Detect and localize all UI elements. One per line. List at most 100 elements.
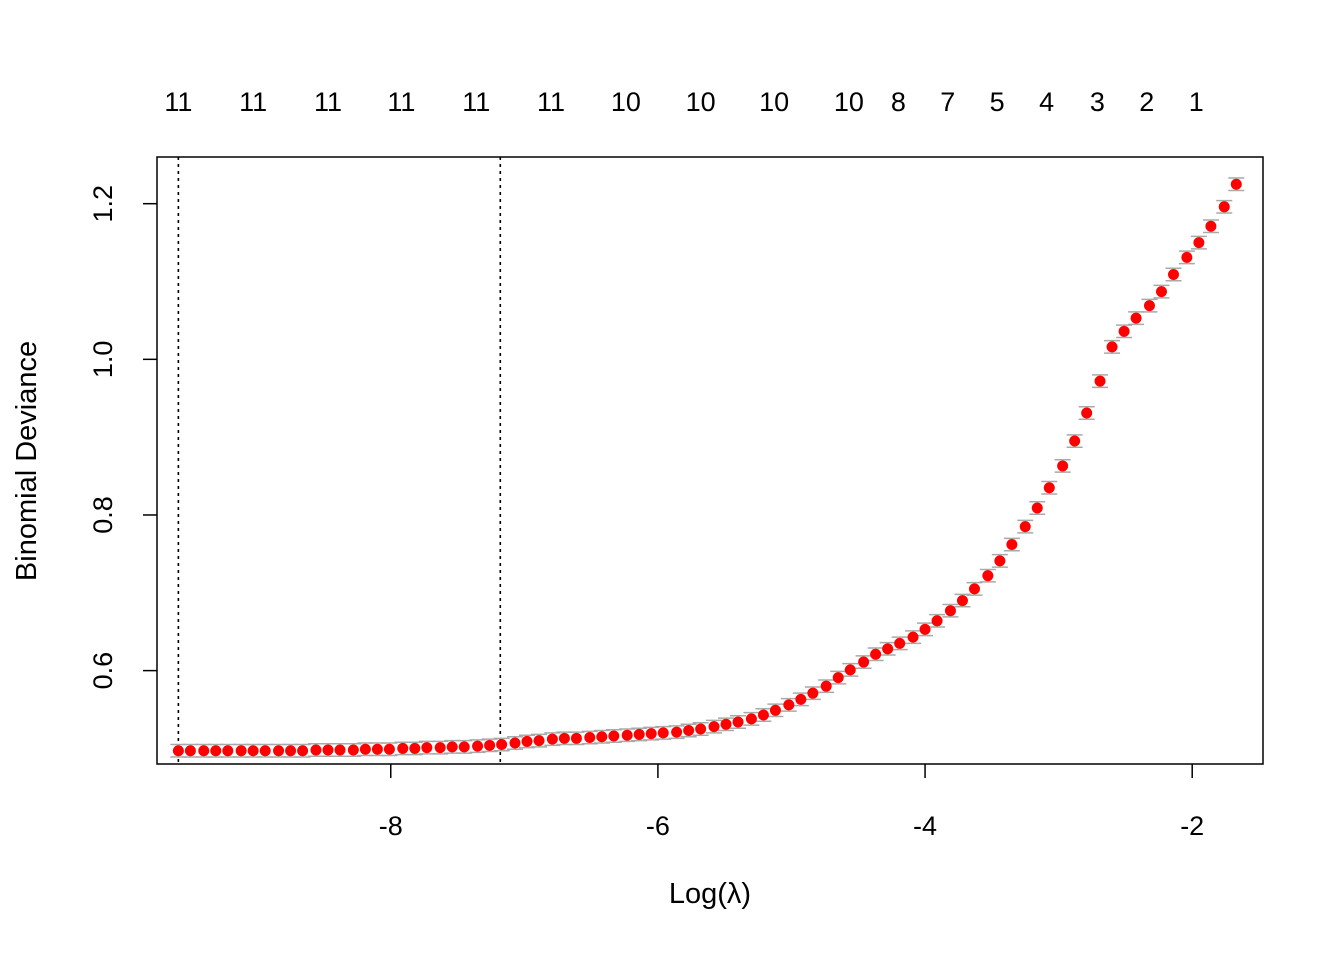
x-axis: -8 -6 -4 -2 — [379, 764, 1204, 841]
data-point — [558, 732, 570, 744]
data-point — [484, 739, 496, 751]
data-point — [882, 643, 894, 655]
data-point — [1155, 286, 1167, 298]
data-point — [446, 741, 458, 753]
data-point — [458, 741, 470, 753]
data-point — [982, 570, 994, 582]
top-tick-label: 4 — [1039, 87, 1054, 117]
data-point — [172, 745, 184, 757]
data-point — [931, 615, 943, 627]
top-tick-label: 11 — [164, 87, 192, 117]
top-tick-label: 10 — [834, 87, 864, 117]
x-tick-label: -4 — [913, 811, 937, 841]
data-point — [695, 723, 707, 735]
x-tick-label: -2 — [1180, 811, 1204, 841]
data-point — [1205, 220, 1217, 232]
data-point — [1193, 237, 1205, 249]
data-point — [683, 725, 695, 737]
top-tick-label: 11 — [537, 87, 565, 117]
data-points — [172, 178, 1242, 757]
data-point — [409, 742, 421, 754]
plot-frame — [156, 156, 1264, 765]
data-point — [421, 742, 433, 754]
data-point — [434, 742, 446, 754]
data-point — [347, 744, 359, 756]
data-point — [533, 735, 545, 747]
data-point — [720, 718, 732, 730]
data-point — [757, 709, 769, 721]
top-tick-label: 8 — [891, 87, 906, 117]
data-point — [285, 745, 297, 757]
x-tick-label: -8 — [379, 811, 403, 841]
data-point — [1181, 251, 1193, 263]
data-point — [596, 731, 608, 743]
data-point — [645, 728, 657, 740]
data-point — [570, 732, 582, 744]
data-point — [1069, 435, 1081, 447]
data-point — [584, 732, 596, 744]
data-point — [259, 745, 271, 757]
data-point — [509, 737, 521, 749]
data-point — [359, 743, 371, 755]
x-tick-label: -6 — [646, 811, 670, 841]
top-tick-label: 10 — [611, 87, 641, 117]
data-point — [870, 648, 882, 660]
data-point — [944, 605, 956, 617]
data-point — [657, 727, 669, 739]
top-tick-label: 11 — [387, 87, 415, 117]
y-tick-label: 0.6 — [88, 652, 118, 690]
top-tick-label: 10 — [759, 87, 789, 117]
data-point — [222, 745, 234, 757]
data-point — [472, 740, 484, 752]
data-point — [708, 721, 720, 733]
data-point — [907, 631, 919, 643]
top-tick-label: 7 — [940, 87, 955, 117]
data-point — [732, 716, 744, 728]
data-point — [322, 744, 334, 756]
data-point — [1230, 178, 1242, 190]
top-tick-label: 5 — [990, 87, 1005, 117]
data-point — [956, 595, 968, 607]
data-point — [397, 742, 409, 754]
top-tick-label: 11 — [314, 87, 342, 117]
data-point — [310, 744, 322, 756]
top-axis-nonzero-counts: 11 11 11 11 11 11 10 10 10 10 8 7 5 4 3 2 1 — [164, 87, 1203, 117]
y-axis: 0.6 0.8 1.0 1.2 — [88, 185, 157, 689]
y-tick-label: 1.0 — [88, 341, 118, 379]
data-point — [1094, 375, 1106, 387]
y-tick-label: 1.2 — [88, 185, 118, 223]
data-point — [1218, 201, 1230, 213]
x-axis-label: Log(λ) — [669, 878, 751, 910]
data-point — [919, 623, 931, 635]
data-point — [1031, 502, 1043, 514]
top-tick-label: 10 — [686, 87, 716, 117]
data-point — [783, 699, 795, 711]
data-point — [671, 726, 683, 738]
data-point — [297, 745, 309, 757]
data-point — [198, 745, 210, 757]
data-point — [383, 743, 395, 755]
data-point — [521, 735, 533, 747]
data-point — [994, 555, 1006, 567]
data-point — [546, 733, 558, 745]
data-point — [1019, 521, 1031, 533]
data-point — [769, 704, 781, 716]
data-point — [247, 745, 259, 757]
data-point — [844, 664, 856, 676]
top-tick-label: 1 — [1189, 87, 1204, 117]
data-point — [621, 729, 633, 741]
data-point — [334, 744, 346, 756]
data-point — [820, 680, 832, 692]
data-point — [894, 637, 906, 649]
data-point — [184, 745, 196, 757]
data-point — [1130, 312, 1142, 324]
data-point — [210, 745, 222, 757]
data-point — [235, 745, 247, 757]
data-point — [807, 687, 819, 699]
data-point — [858, 656, 870, 668]
top-tick-label: 11 — [239, 87, 267, 117]
data-point — [745, 713, 757, 725]
data-point — [1143, 300, 1155, 312]
data-point — [968, 583, 980, 595]
